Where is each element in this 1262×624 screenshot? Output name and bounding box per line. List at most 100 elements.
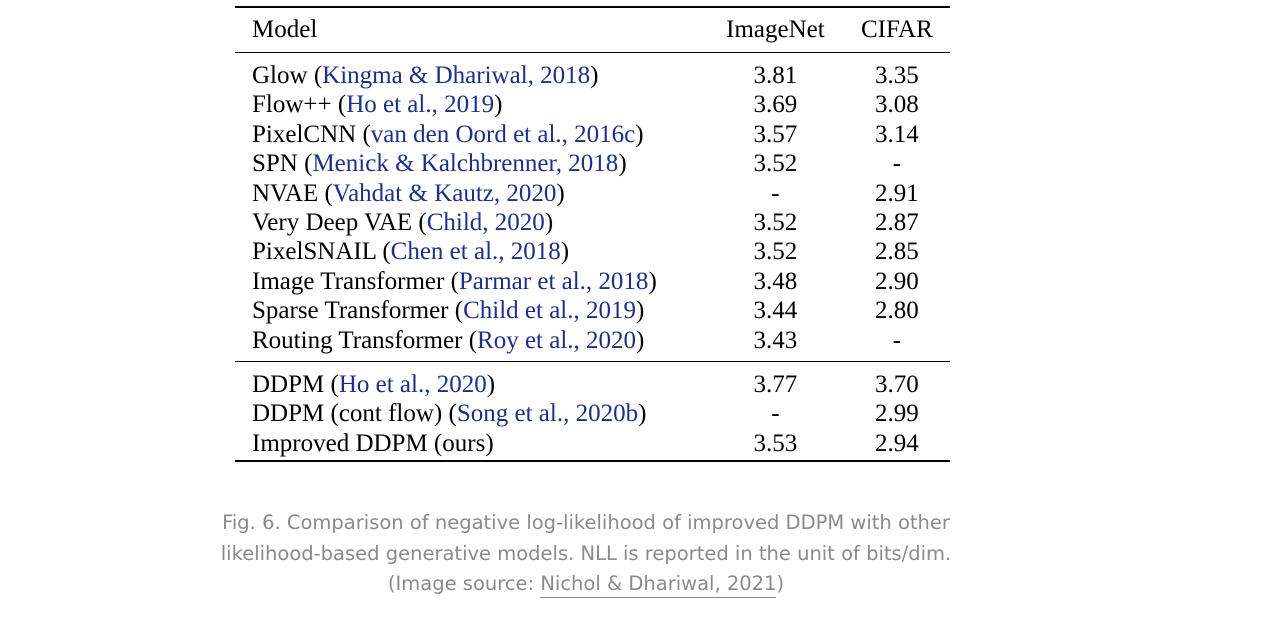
imagenet-nll-cell: 3.52 [753, 238, 798, 266]
citation-link[interactable]: Ho et al., 2020 [338, 371, 487, 399]
imagenet-nll-cell: 3.81 [753, 62, 798, 89]
citation-open-paren: ( [382, 238, 391, 266]
model-cell: Very Deep VAE (Child, 2020) [235, 208, 707, 237]
citation-close-paren: ) [636, 297, 645, 325]
citation-open-paren: ( [324, 179, 333, 207]
imagenet-nll-cell: 3.57 [753, 120, 798, 148]
model-name: Sparse Transformer [252, 297, 455, 325]
cifar-nll-cell: 2.94 [843, 428, 950, 463]
cifar-nll-cell: 2.85 [875, 238, 919, 266]
citation-open-paren: ( [450, 267, 459, 295]
cifar-nll-cell: 2.99 [875, 400, 919, 428]
citation-link[interactable]: van den Oord et al., 2016c [370, 120, 636, 148]
model-cell: PixelCNN (van den Oord et al., 2016c) [235, 120, 707, 149]
cifar-nll-cell: 3.14 [875, 120, 919, 148]
cifar-nll-cell: 2.80 [875, 297, 919, 325]
model-cell: DDPM (Ho et al., 2020) [235, 362, 707, 400]
header-row: Model ImageNet CIFAR [235, 6, 950, 53]
caption-source-prefix: (Image source: [387, 572, 541, 595]
cifar-nll-cell: - [892, 150, 902, 178]
table-header: Model ImageNet CIFAR [235, 6, 950, 53]
model-name: PixelCNN [252, 120, 363, 148]
table-row: PixelSNAIL (Chen et al., 2018) 3.52 2.85 [235, 237, 950, 266]
model-cell: Flow++ (Ho et al., 2019) [235, 90, 707, 119]
model-name: DDPM [252, 371, 331, 399]
citation-link[interactable]: Roy et al., 2020 [477, 326, 637, 354]
model-cell: Glow (Kingma & Dhariwal, 2018) [235, 53, 707, 91]
header-imagenet: ImageNet [707, 6, 844, 53]
citation-close-paren: ) [544, 209, 554, 237]
cifar-nll-cell: 3.70 [875, 371, 919, 399]
header-model: Model [235, 6, 708, 53]
model-name: Very Deep VAE [252, 209, 419, 237]
model-cell: PixelSNAIL (Chen et al., 2018) [235, 237, 707, 266]
model-name: Routing Transformer [252, 326, 469, 354]
imagenet-nll-cell: 3.44 [753, 297, 798, 325]
table-row: PixelCNN (van den Oord et al., 2016c) 3.5… [235, 120, 950, 149]
model-name: SPN [252, 150, 305, 178]
citation-open-paren: ( [468, 326, 478, 354]
cifar-nll-cell: - [843, 325, 950, 363]
citation-open-paren: ( [313, 62, 323, 89]
cifar-nll-cell: 3.35 [875, 62, 919, 89]
imagenet-nll-cell: 3.43 [707, 325, 844, 363]
table-row: Very Deep VAE (Child, 2020) 3.52 2.87 [235, 208, 950, 237]
citation-link[interactable]: Song et al., 2020b [456, 400, 639, 428]
caption-source-suffix: ) [776, 572, 785, 595]
citation-link[interactable]: Child, 2020 [426, 209, 545, 237]
model-name: Flow++ [252, 91, 338, 119]
model-name: Improved DDPM (ours) [252, 429, 494, 457]
imagenet-nll-cell: 3.48 [753, 267, 798, 295]
model-cell: Routing Transformer (Roy et al., 2020) [235, 325, 708, 363]
diffusion-models-group: DDPM (Ho et al., 2020) 3.77 3.70 DDPM (cont… [235, 362, 950, 463]
model-name: DDPM (cont flow) [252, 400, 449, 428]
caption-line-3: (Image source: Nichol & Dhariwal, 2021) [150, 569, 1022, 600]
citation-open-paren: ( [454, 297, 464, 325]
baseline-models-group: Glow (Kingma & Dhariwal, 2018) 3.81 3.35 Fl… [235, 53, 950, 363]
caption-line-1: Fig. 6. Comparison of negative log-likel… [222, 511, 950, 534]
cifar-nll-cell: 2.91 [875, 179, 919, 207]
imagenet-nll-cell: 3.53 [707, 428, 844, 463]
table-row: DDPM (Ho et al., 2020) 3.77 3.70 [235, 362, 950, 400]
model-cell: Sparse Transformer (Child et al., 2019) [235, 296, 707, 325]
table-row: Improved DDPM (ours) 3.53 2.94 [235, 428, 950, 463]
cifar-nll-cell: 3.08 [875, 91, 919, 119]
table-row: Flow++ (Ho et al., 2019) 3.69 3.08 [235, 90, 950, 119]
citation-link[interactable]: Vahdat & Kautz, 2020 [332, 179, 557, 207]
model-cell: Image Transformer (Parmar et al., 2018) [235, 267, 707, 296]
imagenet-nll-cell: 3.77 [753, 371, 798, 399]
header-cifar: CIFAR [843, 6, 950, 53]
citation-open-paren: ( [330, 371, 339, 399]
citation-close-paren: ) [636, 326, 645, 354]
nll-comparison-table: Model ImageNet CIFAR Glow (Kingma & Dhar… [235, 6, 950, 463]
citation-open-paren: ( [418, 209, 427, 237]
imagenet-nll-cell: - [771, 179, 780, 207]
table-row: NVAE (Vahdat & Kautz, 2020) - 2.91 [235, 179, 950, 208]
model-cell: Improved DDPM (ours) [235, 428, 708, 463]
citation-open-paren: ( [304, 150, 313, 178]
citation-link[interactable]: Chen et al., 2018 [390, 238, 561, 266]
citation-link[interactable]: Ho et al., 2019 [346, 91, 495, 119]
cifar-nll-cell: 2.87 [875, 209, 919, 237]
citation-link[interactable]: Menick & Kalchbrenner, 2018 [312, 150, 619, 178]
citation-link[interactable]: Parmar et al., 2018 [458, 267, 649, 295]
model-cell: DDPM (cont flow) (Song et al., 2020b) [235, 399, 707, 428]
imagenet-nll-cell: 3.52 [753, 209, 798, 237]
citation-close-paren: ) [486, 371, 496, 399]
model-name: PixelSNAIL [252, 238, 383, 266]
citation-close-paren: ) [556, 179, 565, 207]
citation-close-paren: ) [635, 120, 644, 148]
table-row: Routing Transformer (Roy et al., 2020) 3.… [235, 325, 950, 363]
citation-open-paren: ( [362, 120, 371, 148]
citation-close-paren: ) [648, 267, 657, 295]
caption-line-2: likelihood-based generative models. NLL … [220, 541, 952, 565]
image-source-link[interactable]: Nichol & Dhariwal, 2021 [540, 572, 777, 598]
citation-close-paren: ) [494, 91, 503, 119]
model-cell: NVAE (Vahdat & Kautz, 2020) [235, 179, 707, 208]
citation-link[interactable]: Kingma & Dhariwal, 2018 [322, 62, 591, 89]
citation-link[interactable]: Child et al., 2019 [463, 297, 636, 325]
model-name: Image Transformer [252, 267, 451, 295]
citation-close-paren: ) [638, 400, 647, 428]
citation-open-paren: ( [337, 91, 347, 119]
